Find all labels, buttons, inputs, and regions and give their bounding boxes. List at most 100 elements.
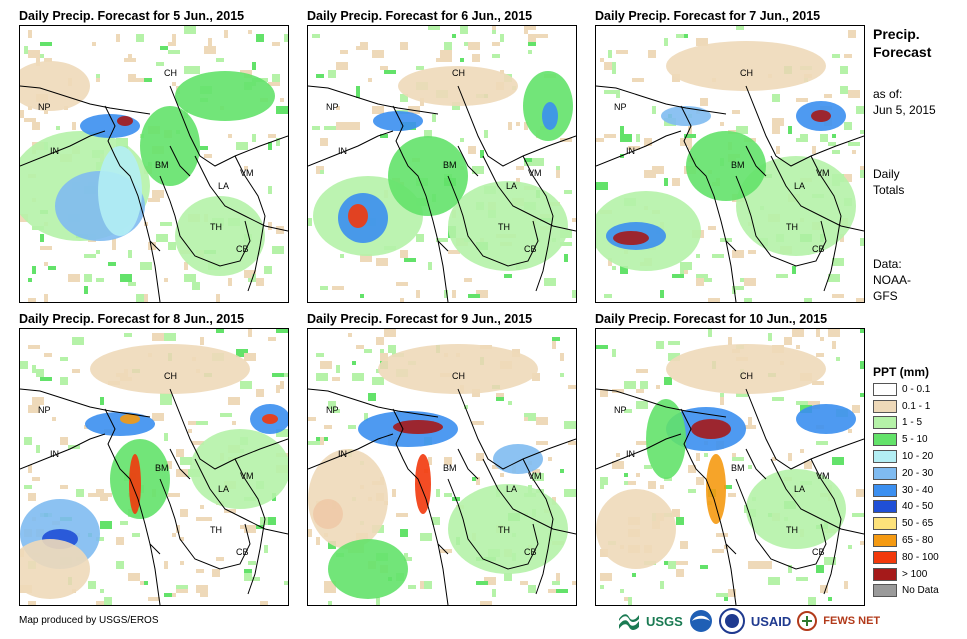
country-label-ch: CH — [452, 371, 465, 381]
country-label-th: TH — [786, 525, 798, 535]
forecast-panel-jun7: Daily Precip. Forecast for 7 Jun., 2015 … — [595, 7, 865, 303]
legend-label: 1 - 5 — [902, 417, 923, 429]
legend-label: 10 - 20 — [902, 451, 934, 463]
precip-field — [308, 26, 576, 302]
precip-field — [596, 329, 864, 605]
panel-title: Daily Precip. Forecast for 7 Jun., 2015 — [595, 9, 821, 23]
country-label-bm: BM — [443, 463, 457, 473]
legend-item: > 100 — [873, 566, 963, 583]
legend-swatch — [873, 450, 897, 464]
ppt-legend: PPT (mm) 0 - 0.1 0.1 - 1 1 - 5 5 - 10 10 - 2… — [873, 363, 963, 599]
country-label-la: LA — [506, 484, 518, 494]
country-label-in: IN — [50, 449, 59, 459]
country-label-la: LA — [506, 181, 518, 191]
legend-label: 50 - 65 — [902, 518, 934, 530]
country-label-cb: CB — [812, 547, 825, 557]
legend-label: 80 - 100 — [902, 551, 939, 563]
precip-map: CH NP IN BM LA VM TH CB — [19, 25, 289, 303]
country-label-vm: VM — [528, 168, 542, 178]
country-label-np: NP — [326, 102, 339, 112]
precip-map: CH NP IN BM LA VM TH CB — [307, 328, 577, 606]
legend-item: 30 - 40 — [873, 482, 963, 499]
totals-block: Daily Totals — [873, 166, 904, 198]
country-label-np: NP — [614, 405, 627, 415]
fewsnet-logo-text: FEWS NET — [823, 615, 881, 627]
country-label-np: NP — [614, 102, 627, 112]
country-label-la: LA — [218, 181, 230, 191]
forecast-panel-jun10: Daily Precip. Forecast for 10 Jun., 2015… — [595, 310, 865, 606]
forecast-panel-jun6: Daily Precip. Forecast for 6 Jun., 2015 … — [307, 7, 577, 303]
legend-label: 30 - 40 — [902, 484, 934, 496]
country-label-np: NP — [38, 405, 51, 415]
noaa-icon — [689, 610, 712, 632]
country-label-in: IN — [50, 146, 59, 156]
legend-item: 65 - 80 — [873, 532, 963, 549]
legend-label: > 100 — [902, 568, 928, 580]
legend-swatch — [873, 517, 897, 531]
legend-swatch — [873, 399, 897, 413]
credit-text: Map produced by USGS/EROS — [19, 615, 159, 626]
country-label-cb: CB — [812, 244, 825, 254]
legend-label: 0.1 - 1 — [902, 400, 931, 412]
precip-field — [308, 329, 576, 605]
country-label-np: NP — [38, 102, 51, 112]
country-label-vm: VM — [816, 168, 830, 178]
country-label-bm: BM — [443, 160, 457, 170]
asof-block: as of: Jun 5, 2015 — [873, 86, 936, 118]
legend-label: 0 - 0.1 — [902, 383, 931, 395]
usaid-seal-icon — [718, 608, 745, 634]
legend-label: No Data — [902, 585, 939, 597]
country-label-la: LA — [794, 484, 806, 494]
country-label-np: NP — [326, 405, 339, 415]
country-label-ch: CH — [452, 68, 465, 78]
legend-swatch — [873, 550, 897, 564]
asof-label: as of: — [873, 87, 903, 101]
data-source-line1: Data: — [873, 257, 902, 271]
legend-swatch — [873, 567, 897, 581]
forecast-panel-jun8: Daily Precip. Forecast for 8 Jun., 2015 … — [19, 310, 289, 606]
country-label-ch: CH — [740, 68, 753, 78]
legend-item: 10 - 20 — [873, 448, 963, 465]
legend-item: 5 - 10 — [873, 431, 963, 448]
panel-title: Daily Precip. Forecast for 8 Jun., 2015 — [19, 312, 245, 326]
country-label-vm: VM — [528, 471, 542, 481]
usaid-logo-text: USAID — [750, 613, 792, 629]
legend-label: 20 - 30 — [902, 467, 934, 479]
fewsnet-icon — [797, 611, 818, 631]
country-label-in: IN — [626, 146, 635, 156]
country-label-in: IN — [626, 449, 635, 459]
legend-item: 1 - 5 — [873, 415, 963, 432]
legend-swatch — [873, 433, 897, 447]
country-label-vm: VM — [240, 471, 254, 481]
sidebar-title-line2: Forecast — [873, 44, 932, 60]
country-label-cb: CB — [524, 547, 537, 557]
legend-rows: 0 - 0.1 0.1 - 1 1 - 5 5 - 10 10 - 20 20 - 30 3… — [873, 381, 963, 599]
legend-item: 0.1 - 1 — [873, 398, 963, 415]
country-label-ch: CH — [740, 371, 753, 381]
precip-map: CH NP IN BM LA VM TH CB — [19, 328, 289, 606]
country-label-bm: BM — [155, 160, 169, 170]
legend-swatch — [873, 466, 897, 480]
country-label-th: TH — [210, 525, 222, 535]
country-label-vm: VM — [816, 471, 830, 481]
country-label-cb: CB — [236, 244, 249, 254]
legend-item: No Data — [873, 583, 963, 600]
asof-date: Jun 5, 2015 — [873, 103, 936, 117]
legend-swatch — [873, 483, 897, 497]
country-label-th: TH — [498, 525, 510, 535]
country-label-in: IN — [338, 449, 347, 459]
legend-item: 50 - 65 — [873, 515, 963, 532]
usgs-logo-text: USGS — [646, 613, 683, 629]
legend-label: 65 - 80 — [902, 535, 934, 547]
totals-line2: Totals — [873, 183, 905, 197]
legend-label: 5 - 10 — [902, 434, 928, 446]
legend-label: 40 - 50 — [902, 501, 934, 513]
country-label-cb: CB — [524, 244, 537, 254]
legend-title: PPT (mm) — [873, 365, 930, 379]
legend-swatch — [873, 584, 897, 598]
country-label-bm: BM — [731, 463, 745, 473]
sidebar-heading: Precip. Forecast — [873, 25, 931, 61]
country-label-vm: VM — [240, 168, 254, 178]
precip-map: CH NP IN BM LA VM TH CB — [307, 25, 577, 303]
country-label-la: LA — [794, 181, 806, 191]
